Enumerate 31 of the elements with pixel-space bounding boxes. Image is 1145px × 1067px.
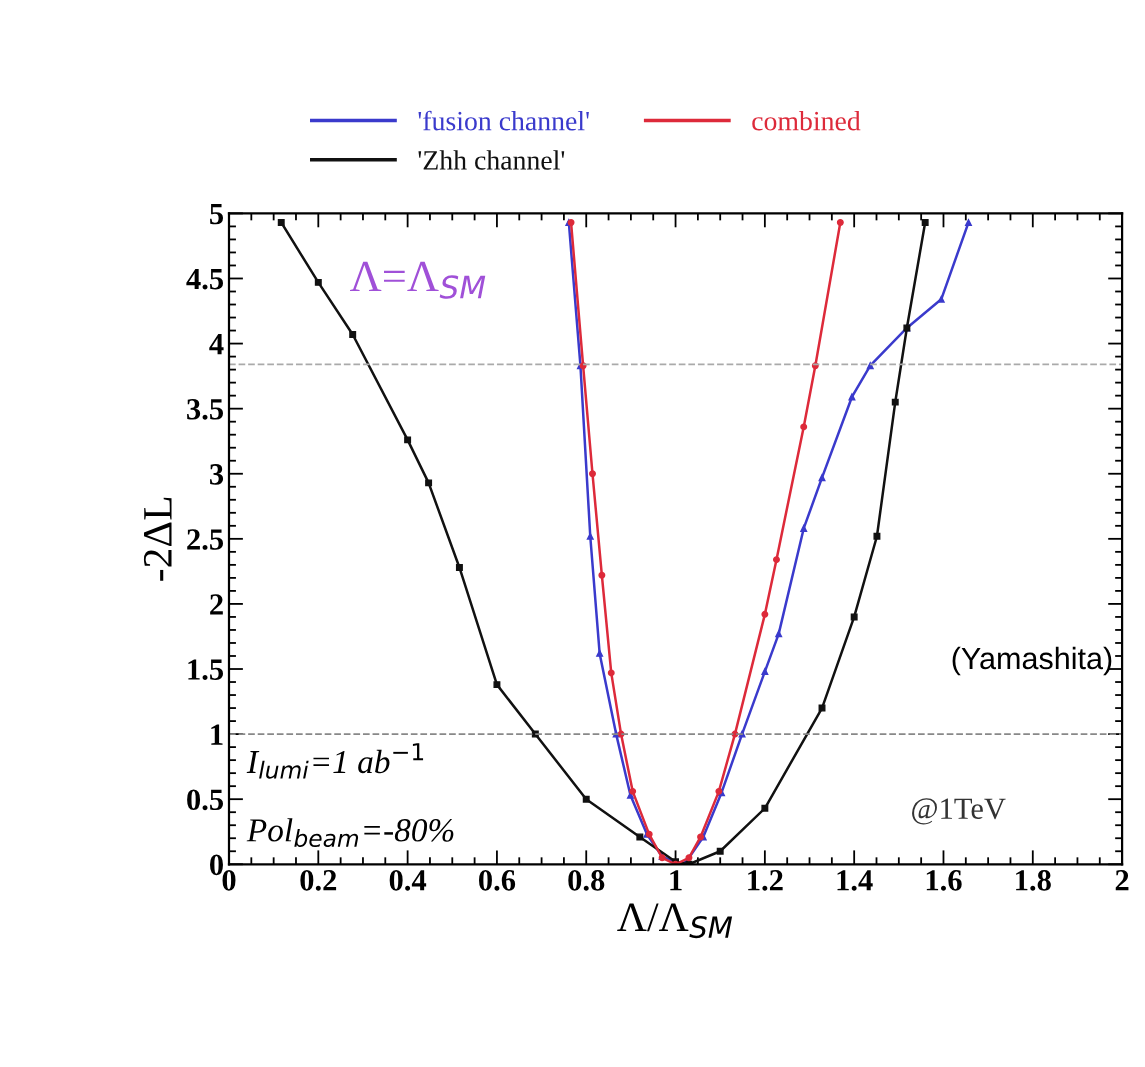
x-tick-label: 1 (670, 870, 682, 891)
x-tick-label: 1.2 (748, 870, 783, 891)
x-tick-label: 0.8 (568, 870, 605, 891)
legend-label: 'fusion channel' (418, 110, 589, 131)
y-tick-label: 2 (210, 594, 223, 615)
y-tick-label: 5 (210, 203, 224, 225)
annotation: I$_{lumi}$=1 ab$^{−1}$ (246, 743, 424, 779)
x-tick-label: 1.8 (1016, 870, 1051, 891)
x-tick-label: 1.6 (926, 870, 962, 891)
y-tick-label: 0 (210, 854, 223, 876)
y-tick-label: 4.5 (186, 268, 224, 290)
y-tick-label: 1.5 (188, 659, 224, 681)
annotation: Pol$_{beam}$=-80% (246, 818, 454, 848)
annotation: Λ=Λ$_{SM}$ (350, 261, 486, 299)
annotation: @1TeV (912, 798, 1006, 825)
y-tick-label: 4 (209, 334, 224, 355)
annotation: (Yamashita) (952, 646, 1112, 676)
legend-label: combined (752, 110, 861, 131)
x-tick-label: 0.4 (389, 870, 427, 891)
x-tick-label: 0.2 (300, 870, 337, 891)
x-tick-label: 0.6 (479, 870, 516, 891)
y-tick-label: 3 (210, 464, 224, 485)
x-axis-title: Λ/Λ$_{SM}$ (617, 903, 733, 939)
y-tick-label: 2.5 (187, 529, 224, 550)
legend-label: 'Zhh channel' (418, 150, 565, 170)
x-tick-label: 1.4 (837, 870, 873, 891)
y-tick-label: 3.5 (187, 399, 224, 420)
x-tick-label: 2 (1115, 870, 1129, 891)
y-axis-title: -2ΔL (143, 497, 172, 581)
y-tick-label: 0.5 (187, 789, 224, 811)
y-tick-label: 1 (211, 724, 223, 745)
